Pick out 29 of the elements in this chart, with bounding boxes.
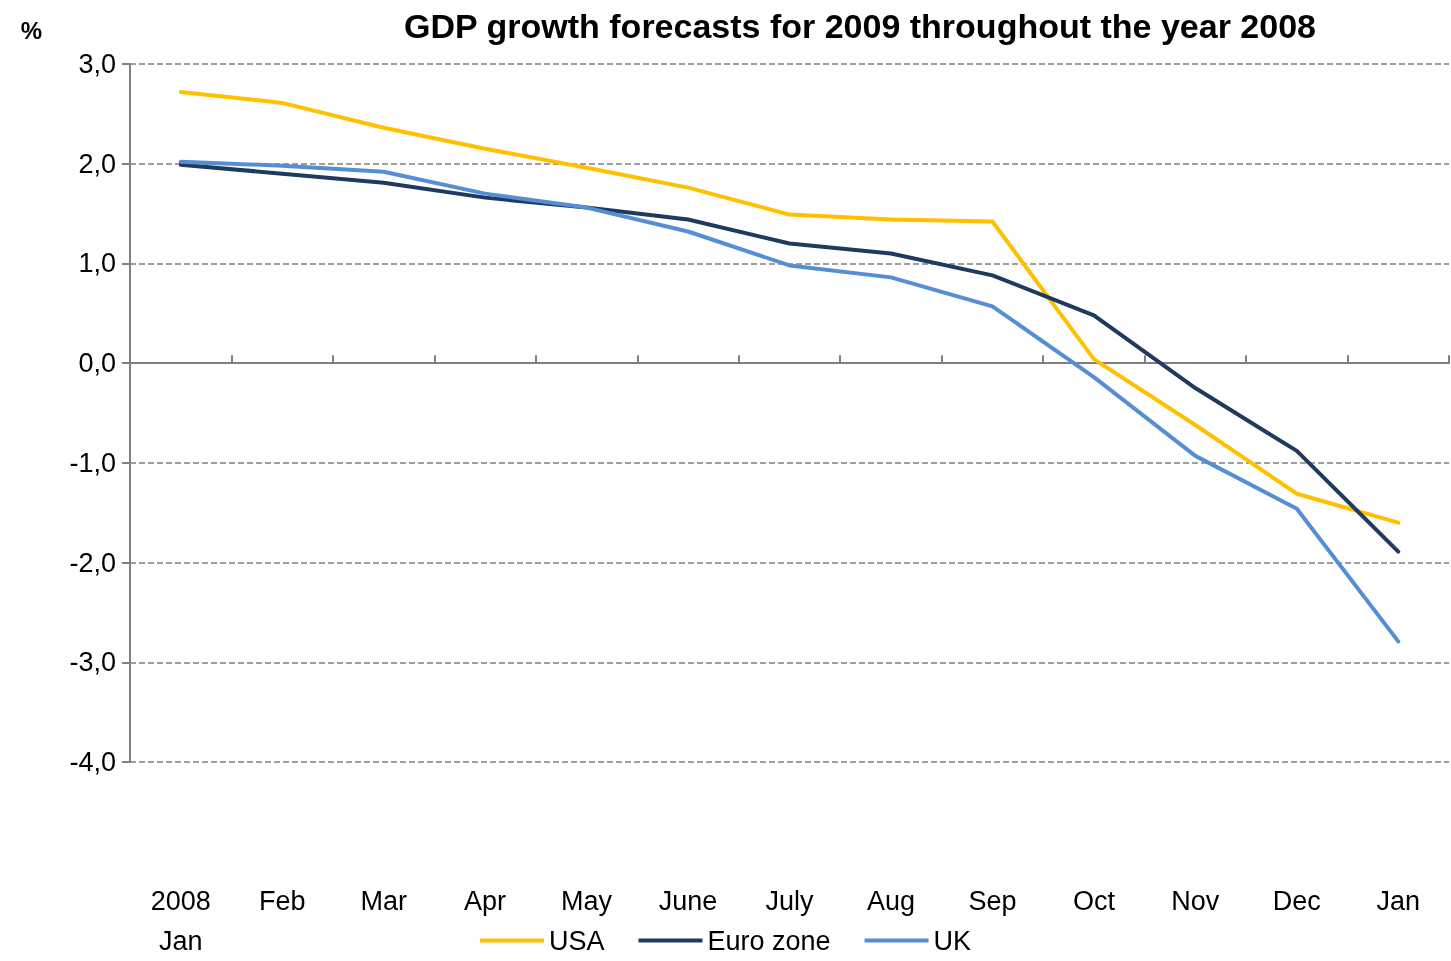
legend-label: USA [548, 925, 605, 956]
chart-title: GDP growth forecasts for 2009 throughout the year 2008 [404, 7, 1316, 45]
x-tick-label: 2008 Jan [150, 886, 211, 956]
x-tick-label: Feb [258, 886, 306, 916]
x-tick-label: May [561, 886, 613, 916]
line-series [178, 162, 1401, 554]
legend-label: UK [933, 925, 972, 956]
y-tick-label: 1,0 [78, 248, 116, 279]
line-series [178, 159, 1401, 644]
x-tick-label: Jan [1376, 886, 1421, 916]
y-axis-title: % [20, 16, 42, 44]
x-tick-label: July [765, 886, 815, 916]
x-tick-label: Dec [1272, 886, 1321, 916]
y-tick-label: -1,0 [69, 447, 116, 478]
y-tick-label: -2,0 [69, 547, 116, 578]
x-tick-label: Nov [1171, 886, 1220, 916]
x-tick-label: June [658, 886, 718, 916]
x-tick-label: Apr [464, 886, 507, 916]
y-tick-label: -3,0 [69, 647, 116, 678]
line-series [178, 89, 1401, 525]
y-tick-label: -4,0 [69, 747, 116, 777]
legend-label: Euro zone [707, 925, 831, 956]
y-tick-label: 3,0 [78, 49, 116, 79]
y-tick-label: 0,0 [78, 348, 116, 379]
y-tick-label: 2,0 [78, 148, 116, 179]
x-tick-label: Oct [1072, 886, 1116, 916]
x-tick-label: Aug [866, 886, 915, 916]
x-tick-label: Sep [968, 886, 1017, 916]
x-tick-label: Mar [360, 886, 407, 916]
